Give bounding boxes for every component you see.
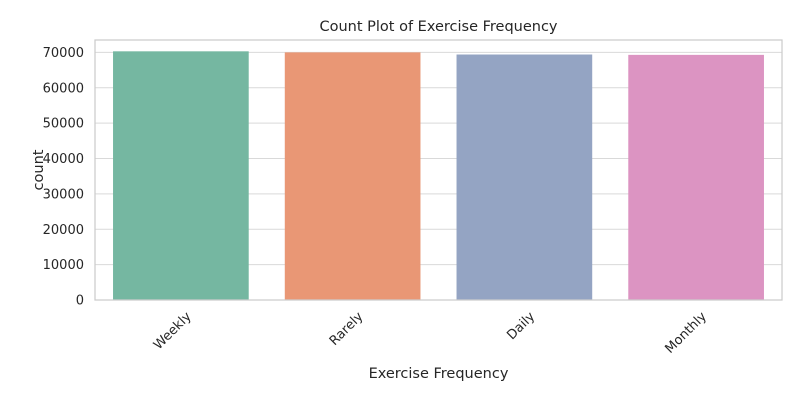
bar-weekly bbox=[113, 51, 249, 300]
y-tick-label: 70000 bbox=[43, 46, 84, 61]
bar-monthly bbox=[628, 54, 764, 300]
bar-rarely bbox=[284, 52, 421, 300]
x-tick-label: Daily bbox=[504, 309, 538, 343]
y-tick-label: 20000 bbox=[43, 223, 84, 238]
x-axis-ticks: Weekly Rarely Daily Monthly bbox=[151, 309, 710, 357]
y-tick-label: 40000 bbox=[43, 152, 84, 167]
plot-frame bbox=[94, 39, 783, 301]
bars bbox=[113, 51, 764, 300]
y-tick-label: 30000 bbox=[43, 187, 84, 202]
x-tick-label: Rarely bbox=[327, 309, 367, 349]
y-tick-label: 10000 bbox=[43, 258, 84, 273]
y-axis-ticks: 0 10000 20000 30000 40000 50000 60000 70000 bbox=[43, 46, 84, 309]
chart-title: Count Plot of Exercise Frequency bbox=[319, 19, 557, 35]
y-axis-title: count bbox=[31, 149, 47, 190]
bar-daily bbox=[456, 54, 593, 300]
y-tick-label: 50000 bbox=[43, 117, 84, 132]
x-tick-label: Weekly bbox=[151, 309, 195, 353]
y-tick-label: 0 bbox=[76, 294, 84, 309]
x-tick-label: Monthly bbox=[663, 309, 711, 357]
y-tick-label: 60000 bbox=[43, 81, 84, 96]
x-axis-title: Exercise Frequency bbox=[369, 366, 509, 382]
